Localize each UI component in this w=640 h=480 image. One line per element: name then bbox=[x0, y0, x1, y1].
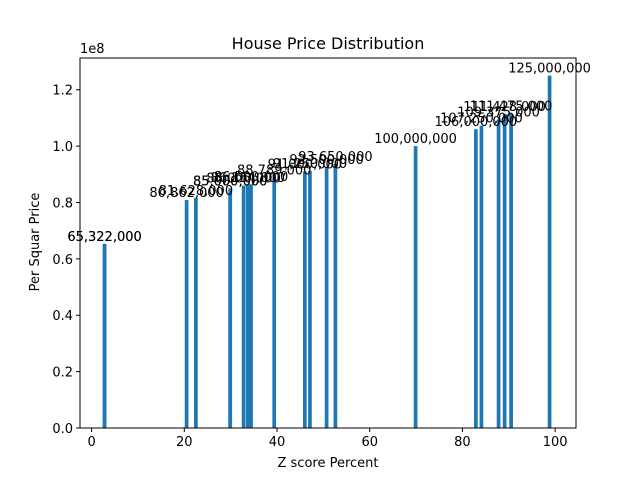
bar-value-label: 85,000,000 bbox=[193, 174, 267, 189]
bar bbox=[496, 119, 501, 429]
bar bbox=[474, 129, 478, 428]
x-tick-label: 40 bbox=[269, 435, 286, 450]
y-tick-label: 0.6 bbox=[52, 253, 73, 268]
bar-labels-layer: 65,322,00065,322,00080,862,00081,628,000… bbox=[67, 62, 591, 245]
bar-value-label: 86,000,000 bbox=[206, 172, 280, 187]
bar bbox=[102, 243, 107, 428]
bar-value-label: 80,862,000 bbox=[149, 186, 223, 201]
y-tick-label: 0.4 bbox=[52, 309, 73, 324]
bar-value-label: 91,250,000 bbox=[273, 157, 347, 172]
bar-value-label: 88,789,000 bbox=[237, 164, 311, 179]
bar bbox=[479, 125, 484, 429]
y-tick-label: 0.0 bbox=[52, 422, 73, 437]
bar-value-label: 109,375,000 bbox=[457, 106, 540, 121]
x-tick-label: 60 bbox=[361, 435, 378, 450]
bar bbox=[249, 184, 253, 428]
bar bbox=[502, 113, 507, 429]
bar-value-label: 111,428,000 bbox=[463, 100, 546, 115]
x-tick-label: 20 bbox=[176, 435, 193, 450]
bar bbox=[333, 163, 338, 428]
bar-value-label: 65,322,000 bbox=[67, 230, 141, 245]
bar-value-label: 86,500,000 bbox=[214, 170, 288, 185]
y-tick-label: 1.2 bbox=[52, 84, 73, 99]
bar-value-label: 65,322,000 bbox=[67, 230, 141, 245]
bar-value-label: 111,475,000 bbox=[470, 100, 553, 115]
bar bbox=[308, 170, 312, 428]
bar bbox=[272, 177, 277, 428]
bar bbox=[302, 171, 307, 428]
bar-value-label: 91,000,000 bbox=[268, 157, 342, 172]
y-tick-label: 0.8 bbox=[52, 196, 73, 211]
bar-value-label: 107,250,000 bbox=[440, 112, 523, 127]
plot-frame bbox=[79, 57, 577, 429]
bar bbox=[509, 113, 513, 428]
bar-value-label: 81,628,000 bbox=[159, 184, 233, 199]
x-tick-label: 0 bbox=[87, 435, 95, 450]
bar bbox=[228, 188, 233, 428]
axes-layer: 0 20 40 60 80 100 0.0 0.2 0.4 0.6 0.8 1.0 1.2 bbox=[52, 57, 577, 450]
x-tick-label: 80 bbox=[454, 435, 471, 450]
bar bbox=[413, 146, 418, 428]
bar bbox=[184, 200, 189, 428]
bar-value-label: 106,000,000 bbox=[435, 115, 518, 130]
bar-value-label: 86,154,000 bbox=[211, 171, 285, 186]
y-axis-offset-label: 1e8 bbox=[80, 42, 105, 57]
bar bbox=[245, 185, 250, 428]
chart-title: House Price Distribution bbox=[232, 34, 425, 53]
bar-value-label: 125,000,000 bbox=[508, 62, 591, 77]
bar bbox=[324, 167, 329, 428]
bar-value-label: 92,500,000 bbox=[289, 153, 363, 168]
y-axis-title: Per Squar Price bbox=[28, 193, 43, 292]
y-tick-label: 1.0 bbox=[52, 140, 73, 155]
bar-value-label: 100,000,000 bbox=[374, 132, 457, 147]
x-axis-title: Z score Percent bbox=[277, 456, 378, 471]
bar-value-label: 93,650,000 bbox=[298, 150, 372, 165]
bar-value-label: 85,000,000 bbox=[193, 174, 267, 189]
bars-layer bbox=[102, 75, 552, 429]
bar bbox=[547, 75, 552, 428]
bar bbox=[194, 197, 198, 428]
y-tick-label: 0.2 bbox=[52, 366, 73, 381]
x-tick-label: 100 bbox=[543, 435, 568, 450]
bar bbox=[241, 185, 246, 428]
